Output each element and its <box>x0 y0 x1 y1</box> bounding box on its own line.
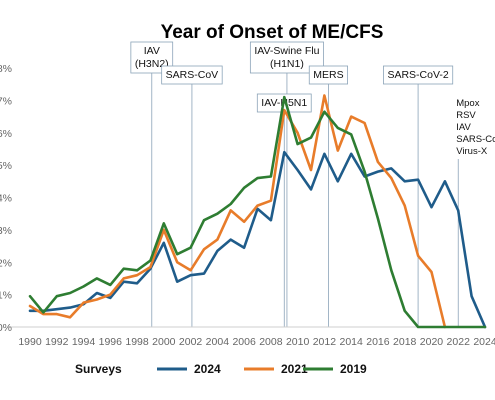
legend-label-2019: 2019 <box>340 362 367 376</box>
x-tick-label-2008: 2008 <box>259 336 283 348</box>
x-tick-label-2016: 2016 <box>366 336 390 348</box>
x-tick-label-1992: 1992 <box>45 336 69 348</box>
x-tick-label-2020: 2020 <box>420 336 444 348</box>
annotation-box-1 <box>161 65 223 85</box>
legend-label-2021: 2021 <box>281 362 308 376</box>
x-tick-label-2000: 2000 <box>152 336 176 348</box>
annotation-text-5-0: SARS-CoV-2 <box>387 69 448 81</box>
y-tick-label-8: 8% <box>0 63 12 75</box>
y-tick-label-0: 0% <box>0 322 12 334</box>
chart-title: Year of Onset of ME/CFS <box>161 22 384 43</box>
annotation-1: SARS-CoV <box>161 65 223 85</box>
annotation-text-6-4: Virus-X <box>456 146 488 157</box>
y-tick-label-3: 3% <box>0 225 12 237</box>
x-tick-label-1996: 1996 <box>99 336 123 348</box>
annotation-text-6-3: SARS-CoV-2 <box>456 134 495 145</box>
annotation-text-3-0: IAV-Swine Flu <box>254 45 319 57</box>
annotation-text-1-0: SARS-CoV <box>166 69 219 81</box>
annotation-text-6-1: RSV <box>456 110 476 121</box>
annotation-box-5 <box>383 65 454 85</box>
x-tick-label-2006: 2006 <box>232 336 256 348</box>
y-tick-label-1: 1% <box>0 290 12 302</box>
annotation-text-3-1: (H1N1) <box>270 58 304 70</box>
x-tick-label-2004: 2004 <box>206 336 230 348</box>
annotation-text-6-2: IAV <box>456 122 471 133</box>
x-tick-label-2018: 2018 <box>393 336 417 348</box>
x-tick-label-2010: 2010 <box>286 336 310 348</box>
x-tick-label-2012: 2012 <box>313 336 337 348</box>
x-tick-label-1998: 1998 <box>125 336 149 348</box>
y-tick-label-6: 6% <box>0 128 12 140</box>
x-tick-label-2024: 2024 <box>473 336 495 348</box>
annotation-text-0-1: (H3N2) <box>135 58 169 70</box>
y-tick-label-5: 5% <box>0 160 12 172</box>
legend-title: Surveys <box>75 362 122 376</box>
y-tick-label-2: 2% <box>0 257 12 269</box>
annotation-text-6-0: Mpox <box>456 98 479 109</box>
y-tick-label-4: 4% <box>0 193 12 205</box>
x-tick-label-1994: 1994 <box>72 336 96 348</box>
series-line-2021 <box>28 94 447 329</box>
annotation-box-6 <box>452 94 494 159</box>
annotation-text-0-0: IAV <box>144 45 160 57</box>
series-line-2019 <box>28 95 487 329</box>
legend-label-2024: 2024 <box>194 362 221 376</box>
x-tick-label-2014: 2014 <box>339 336 363 348</box>
x-tick-label-1990: 1990 <box>18 336 42 348</box>
y-tick-label-7: 7% <box>0 95 12 107</box>
x-tick-label-2002: 2002 <box>179 336 203 348</box>
annotation-4: MERS <box>308 65 348 85</box>
annotation-5: SARS-CoV-2 <box>383 65 454 85</box>
x-tick-label-2022: 2022 <box>447 336 471 348</box>
annotation-text-4-0: MERS <box>313 69 343 81</box>
annotation-box-4 <box>308 65 348 85</box>
